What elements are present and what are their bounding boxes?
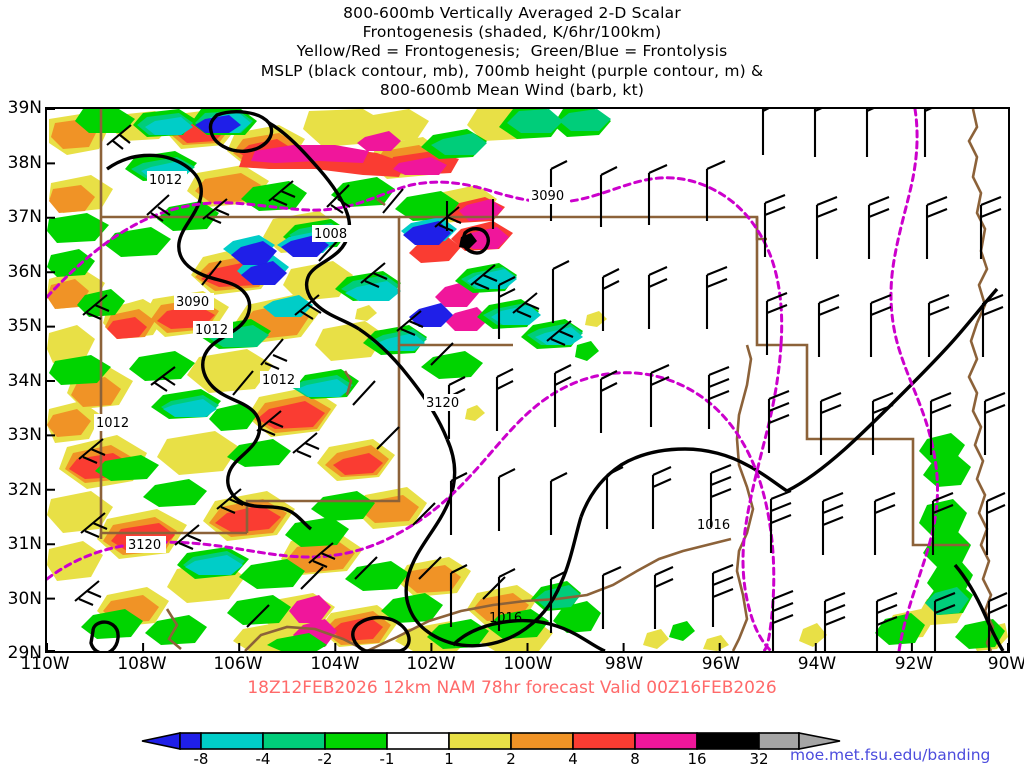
colorbar-cell-4: [386, 732, 450, 750]
x-tick-98W: 98W: [604, 654, 644, 674]
colorbar-tick--2: -2: [317, 750, 333, 768]
x-tick-92W: 92W: [894, 654, 934, 674]
map-plot-area[interactable]: 1012 3090 1008 3090 1012 1012 1012 3120 …: [45, 107, 1010, 653]
x-tick-106W: 106W: [213, 654, 263, 674]
y-tick-34N: 34N: [7, 371, 42, 391]
title-line-5: 800-600mb Mean Wind (barb, kt): [379, 80, 645, 99]
colorbar-tick-16: 16: [687, 750, 707, 768]
colorbar-tick--4: -4: [255, 750, 271, 768]
map-svg: 1012 3090 1008 3090 1012 1012 1012 3120 …: [47, 109, 1008, 651]
axis-ticks: [47, 109, 1008, 651]
mslp-label-1016-b: 1016: [489, 611, 522, 626]
x-tick-102W: 102W: [406, 654, 456, 674]
x-tick-100W: 100W: [503, 654, 553, 674]
colorbar-tick--8: -8: [193, 750, 209, 768]
height-label-3090-a: 3090: [176, 295, 209, 310]
y-tick-37N: 37N: [7, 207, 42, 227]
colorbar-svg: [141, 732, 841, 750]
x-tick-90W: 90W: [987, 654, 1024, 674]
mslp-label-1012-a: 1012: [149, 173, 182, 188]
colorbar-under-arrow: [141, 732, 181, 750]
colorbar-tick-32: 32: [749, 750, 769, 768]
title-line-3: Yellow/Red = Frontogenesis; Green/Blue =…: [296, 42, 728, 61]
x-tick-110W: 110W: [20, 654, 70, 674]
frontogenesis-shading: [47, 109, 1008, 651]
colorbar-cell-under: [179, 732, 202, 750]
colorbar-cell-2: [262, 732, 326, 750]
colorbar-cell-6: [510, 732, 574, 750]
mslp-label-1012-d: 1012: [96, 416, 129, 431]
x-tick-104W: 104W: [310, 654, 360, 674]
colorbar-cell-3: [324, 732, 388, 750]
y-tick-39N: 39N: [7, 98, 42, 118]
colorbar-tick--1: -1: [379, 750, 395, 768]
y-tick-29N: 29N: [7, 643, 42, 663]
colorbar-cell-9: [696, 732, 760, 750]
source-watermark[interactable]: moe.met.fsu.edu/banding: [790, 746, 991, 764]
state-borders: [99, 109, 995, 651]
colorbar-tick-8: 8: [630, 750, 640, 768]
colorbar-cell-8: [634, 732, 698, 750]
contour-labels: 1012 3090 1008 3090 1012 1012 1012 3120 …: [94, 171, 730, 626]
wind-barbs: [74, 109, 1008, 651]
colorbar-tick-1: 1: [444, 750, 454, 768]
x-tick-108W: 108W: [117, 654, 167, 674]
y-tick-35N: 35N: [7, 316, 42, 336]
x-tick-94W: 94W: [797, 654, 837, 674]
height-label-3120-b: 3120: [128, 538, 161, 553]
height-contours-700mb: [47, 109, 939, 651]
colorbar-cell-1: [200, 732, 264, 750]
chart-title-block: 800-600mb Vertically Averaged 2-D Scalar…: [0, 4, 1024, 100]
mslp-label-1008: 1008: [314, 227, 347, 242]
height-label-3120-a: 3120: [426, 396, 459, 411]
title-line-4: MSLP (black contour, mb), 700mb height (…: [260, 61, 764, 80]
mslp-label-1016-a: 1016: [697, 518, 730, 533]
mslp-contours: [89, 110, 1005, 651]
mslp-label-1012-c: 1012: [262, 373, 295, 388]
colorbar-tick-4: 4: [568, 750, 578, 768]
y-tick-32N: 32N: [7, 480, 42, 500]
title-line-2: Frontogenesis (shaded, K/6hr/100km): [362, 23, 662, 42]
y-tick-30N: 30N: [7, 589, 42, 609]
colorbar[interactable]: -8 -4 -2 -1 1 2 4 8 16 32: [140, 728, 880, 768]
colorbar-tick-2: 2: [506, 750, 516, 768]
colorbar-over-arrow: [798, 732, 841, 750]
title-line-1: 800-600mb Vertically Averaged 2-D Scalar: [343, 4, 681, 22]
colorbar-cell-5: [448, 732, 512, 750]
mslp-label-1012-b: 1012: [195, 323, 228, 338]
y-tick-33N: 33N: [7, 425, 42, 445]
y-tick-38N: 38N: [7, 153, 42, 173]
forecast-caption: 18Z12FEB2026 12km NAM 78hr forecast Vali…: [247, 678, 777, 698]
height-label-3090-b: 3090: [531, 189, 564, 204]
y-tick-31N: 31N: [7, 534, 42, 554]
x-tick-96W: 96W: [701, 654, 741, 674]
y-tick-36N: 36N: [7, 262, 42, 282]
colorbar-cell-7: [572, 732, 636, 750]
